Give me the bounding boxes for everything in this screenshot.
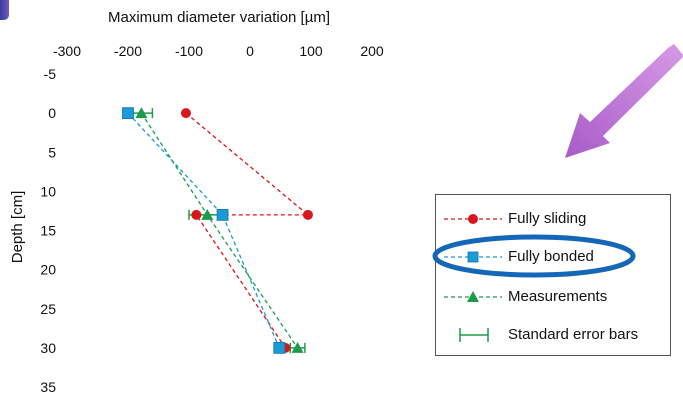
y-tick-label: 20 bbox=[40, 262, 56, 278]
x-tick-label: 200 bbox=[360, 43, 384, 59]
data-point-measurements bbox=[291, 341, 304, 353]
annotation-arrow bbox=[565, 44, 683, 158]
legend-label: Standard error bars bbox=[508, 326, 639, 343]
x-tick-label: 0 bbox=[246, 43, 254, 59]
series-line-fully-bonded bbox=[127, 112, 280, 349]
y-tick-label: -5 bbox=[44, 66, 57, 82]
series-line-measurements bbox=[140, 112, 299, 349]
data-point-fully-bonded bbox=[273, 341, 286, 354]
x-tick-label: -200 bbox=[114, 43, 142, 59]
legend-swatch-fully-sliding bbox=[444, 214, 502, 224]
y-tick-label: 0 bbox=[48, 105, 56, 121]
x-tick-label: -300 bbox=[53, 43, 81, 59]
y-tick-label: 15 bbox=[40, 223, 56, 239]
y-tick-label: 25 bbox=[40, 301, 56, 317]
data-point-measurements bbox=[135, 107, 148, 119]
legend: Fully sliding Fully bonded Measurements … bbox=[435, 194, 671, 356]
legend-label: Fully sliding bbox=[508, 210, 587, 227]
data-point-fully-bonded bbox=[122, 107, 134, 120]
legend-label: Measurements bbox=[508, 288, 608, 305]
data-point-fully-sliding bbox=[302, 209, 313, 220]
legend-swatch-fully-bonded bbox=[444, 251, 502, 263]
y-axis-label: Depth [cm] bbox=[9, 191, 26, 264]
data-point-fully-sliding bbox=[180, 108, 191, 119]
slide-corner-decoration bbox=[0, 0, 9, 20]
legend-item-fully-bonded: Fully bonded bbox=[436, 245, 670, 269]
legend-item-error-bars: Standard error bars bbox=[436, 323, 670, 347]
data-point-measurements bbox=[201, 208, 214, 220]
data-point-fully-bonded bbox=[216, 208, 229, 221]
legend-item-fully-sliding: Fully sliding bbox=[436, 207, 670, 231]
y-tick-label: 35 bbox=[40, 379, 56, 395]
data-point-fully-sliding bbox=[191, 209, 202, 220]
y-tick-label: 5 bbox=[48, 144, 56, 160]
series-line-fully-sliding bbox=[185, 112, 310, 349]
x-tick-label: -100 bbox=[175, 43, 203, 59]
legend-label: Fully bonded bbox=[508, 248, 594, 265]
chart-title: Maximum diameter variation [µm] bbox=[108, 9, 331, 26]
y-tick-label: 10 bbox=[40, 183, 56, 199]
legend-swatch-error-bars bbox=[459, 328, 489, 342]
legend-item-measurements: Measurements bbox=[436, 285, 670, 309]
legend-swatch-measurements bbox=[444, 291, 502, 302]
x-tick-label: 100 bbox=[299, 43, 323, 59]
y-tick-label: 30 bbox=[40, 340, 56, 356]
